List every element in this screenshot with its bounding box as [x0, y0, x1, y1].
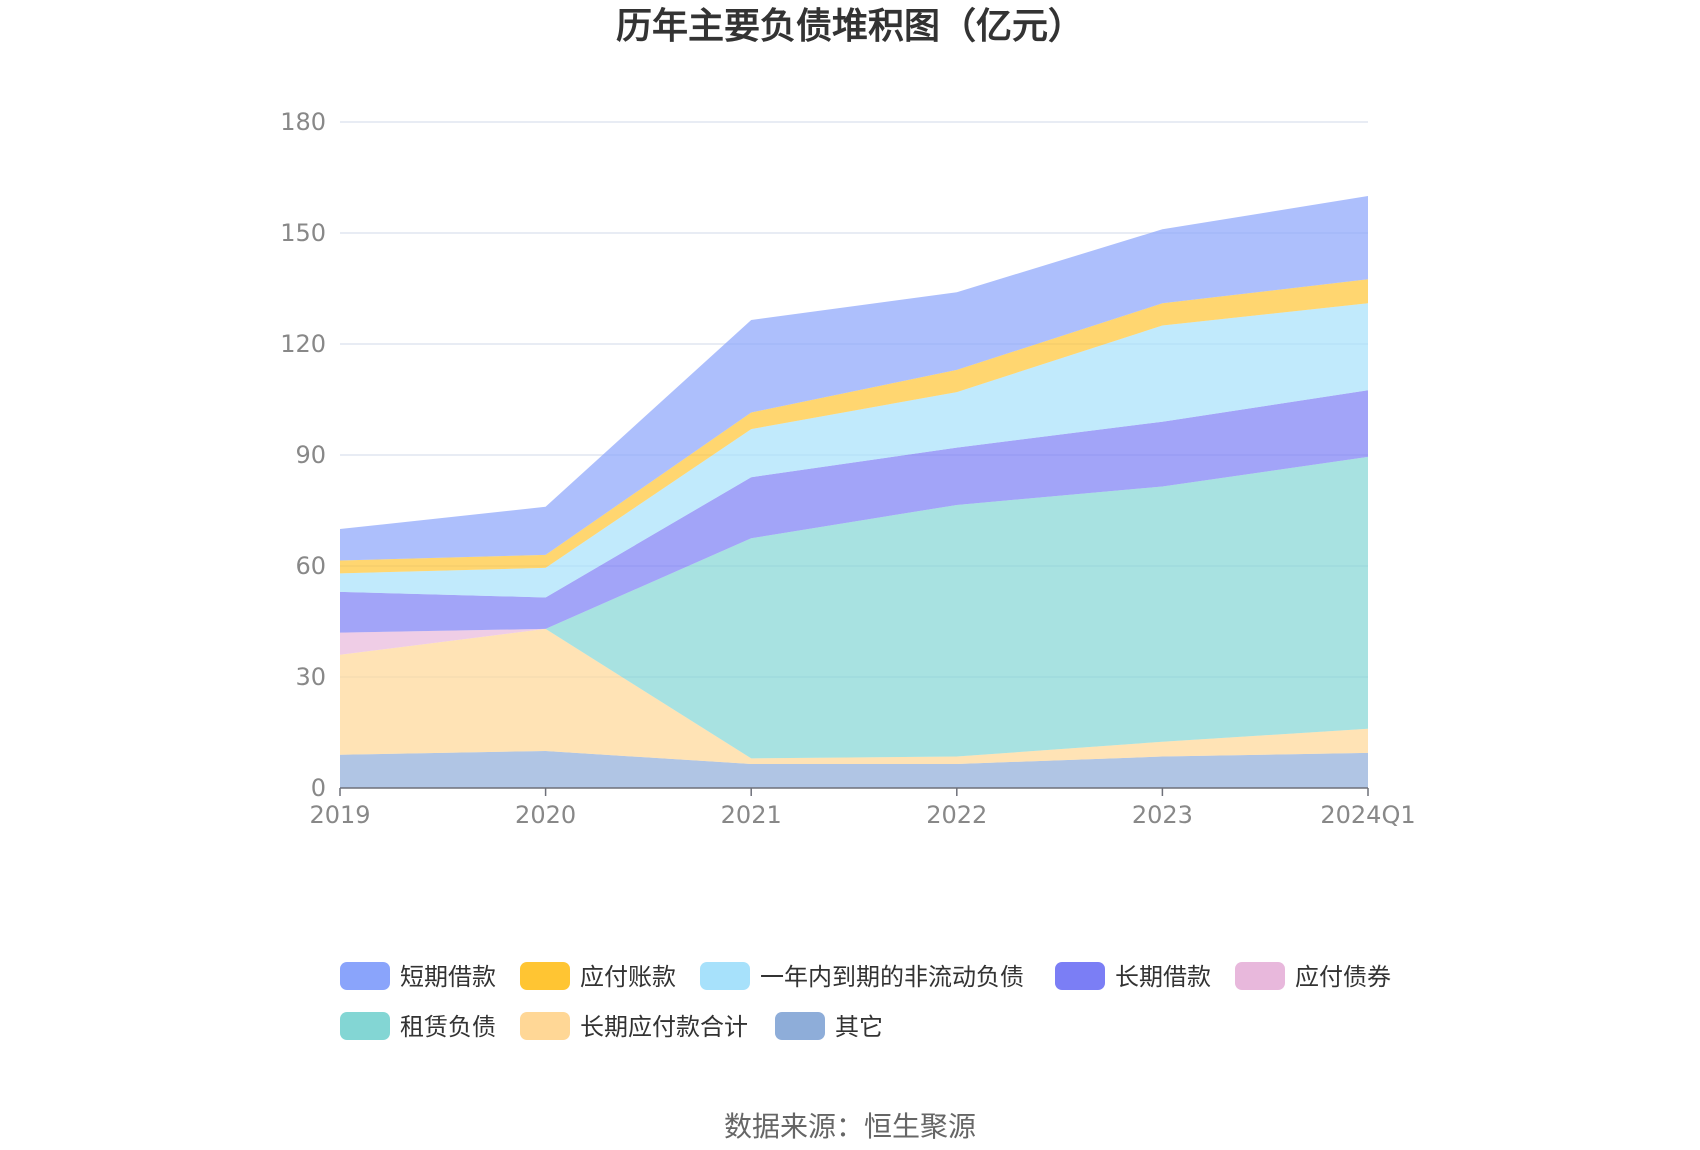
- area-series: [340, 196, 1368, 788]
- y-tick-label: 0: [311, 774, 326, 802]
- legend-item[interactable]: 长期借款: [1055, 962, 1211, 991]
- legend-label: 一年内到期的非流动负债: [760, 963, 1024, 991]
- legend-item[interactable]: 其它: [775, 1012, 883, 1041]
- axes: 0 30 60 90 120 150 180 2019 2020 2021 2022 2023 2024…: [280, 108, 1415, 829]
- area-series-7: [340, 196, 1368, 561]
- legend-swatch: [520, 1012, 570, 1040]
- y-tick-label: 180: [280, 108, 326, 136]
- legend-label: 长期借款: [1115, 963, 1211, 991]
- legend-item[interactable]: 应付债券: [1235, 962, 1391, 991]
- legend-swatch: [1235, 962, 1285, 990]
- data-source: 数据来源：恒生聚源: [724, 1110, 976, 1143]
- x-tick-label: 2020: [515, 801, 576, 829]
- y-tick-label: 60: [295, 552, 326, 580]
- legend-label: 租赁负债: [400, 1013, 496, 1041]
- legend-item[interactable]: 租赁负债: [340, 1012, 496, 1041]
- x-tick-label: 2024Q1: [1320, 801, 1415, 829]
- legend-swatch: [775, 1012, 825, 1040]
- area-series-4: [340, 390, 1368, 633]
- legend-label: 长期应付款合计: [580, 1013, 748, 1041]
- legend-item[interactable]: 一年内到期的非流动负债: [700, 962, 1024, 991]
- legend-label: 其它: [835, 1013, 883, 1041]
- legend-label: 应付债券: [1295, 963, 1391, 991]
- area-series-1: [340, 628, 1368, 764]
- x-tick-label: 2022: [926, 801, 987, 829]
- x-tick-label: 2023: [1132, 801, 1193, 829]
- legend-label: 短期借款: [400, 963, 496, 991]
- area-series-2: [340, 456, 1368, 759]
- legend-item[interactable]: 短期借款: [340, 962, 496, 991]
- area-series-6: [340, 279, 1368, 574]
- x-tick-label: 2019: [309, 801, 370, 829]
- area-series-3: [340, 456, 1368, 655]
- legend-item[interactable]: 长期应付款合计: [520, 1012, 748, 1041]
- legend-swatch: [340, 962, 390, 990]
- y-tick-label: 120: [280, 330, 326, 358]
- legend-swatch: [520, 962, 570, 990]
- chart-title: 历年主要负债堆积图（亿元）: [616, 6, 1084, 47]
- legend-swatch: [1055, 962, 1105, 990]
- x-tick-label: 2021: [721, 801, 782, 829]
- y-tick-label: 90: [295, 441, 326, 469]
- legend-item[interactable]: 应付账款: [520, 962, 676, 991]
- legend-swatch: [700, 962, 750, 990]
- y-tick-label: 150: [280, 219, 326, 247]
- legend-swatch: [340, 1012, 390, 1040]
- legend-label: 应付账款: [580, 963, 676, 991]
- area-series-5: [340, 303, 1368, 598]
- area-series-0: [340, 751, 1368, 788]
- y-tick-label: 30: [295, 663, 326, 691]
